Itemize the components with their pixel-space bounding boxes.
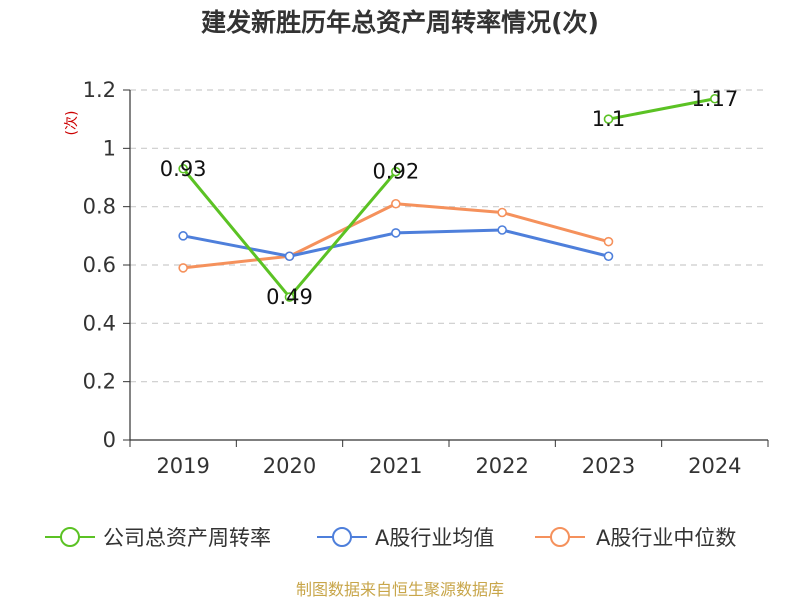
series-segment <box>181 234 291 258</box>
y-tick-label: 0.6 <box>83 253 116 277</box>
y-tick-label: 0.2 <box>83 370 116 394</box>
x-tick-label: 2024 <box>688 454 741 478</box>
series-segment <box>394 228 504 235</box>
series-segment <box>607 97 717 121</box>
legend-label[interactable]: A股行业均值 <box>375 526 494 550</box>
data-point <box>391 198 401 209</box>
data-point <box>284 292 295 302</box>
data-label: 0.92 <box>372 160 419 184</box>
y-tick-label: 1 <box>103 136 116 160</box>
series-segment <box>181 167 291 299</box>
series-lines <box>178 93 720 302</box>
data-labels: 0.93 0.49 0.92 1.1 1.17 <box>160 87 738 309</box>
series-segment <box>500 211 610 244</box>
series-segment <box>181 254 291 270</box>
x-tick-label: 2020 <box>263 454 316 478</box>
y-tick-label: 0 <box>103 428 116 452</box>
data-point <box>603 114 614 124</box>
series-segment <box>288 202 398 258</box>
data-point <box>391 228 401 238</box>
y-tick-label: 1.2 <box>83 78 116 102</box>
data-point <box>391 166 401 177</box>
data-point <box>178 263 188 273</box>
axes: 0 0.2 0.4 0.6 0.8 1 1.2 2019 2020 2021 2022 2023 202… <box>83 78 769 478</box>
legend[interactable]: 公司总资产周转率 A股行业均值 A股行业中位数 <box>45 526 736 550</box>
y-axis-label: (次) <box>64 111 80 136</box>
legend-swatch-marker[interactable] <box>550 527 570 547</box>
x-tick-label: 2022 <box>475 454 528 478</box>
y-tick-label: 0.4 <box>83 311 116 335</box>
legend-swatch-marker[interactable] <box>60 527 80 547</box>
x-tick-label: 2023 <box>582 454 635 478</box>
source-note: 制图数据来自恒生聚源数据库 <box>296 580 504 599</box>
data-point <box>497 225 507 235</box>
data-point <box>710 93 720 104</box>
series-segment <box>500 228 610 258</box>
chart-title: 建发新胜历年总资产周转率情况(次) <box>201 8 599 37</box>
legend-label[interactable]: 公司总资产周转率 <box>103 526 271 550</box>
data-point <box>603 251 614 262</box>
x-tick-label: 2021 <box>369 454 422 478</box>
grid-lines <box>130 89 768 383</box>
data-point <box>603 236 614 247</box>
data-label: 0.49 <box>266 285 313 309</box>
data-point <box>178 231 188 241</box>
data-point <box>284 251 295 262</box>
data-point <box>178 163 188 174</box>
data-point <box>497 207 507 218</box>
legend-swatch-marker[interactable] <box>332 527 352 547</box>
data-label: 0.93 <box>160 157 207 181</box>
legend-label[interactable]: A股行业中位数 <box>596 526 736 550</box>
data-label: 1.17 <box>691 87 738 111</box>
series-segment <box>288 170 398 299</box>
data-label: 1.1 <box>592 107 625 131</box>
y-tick-label: 0.8 <box>83 195 116 219</box>
series-segment <box>288 231 398 258</box>
x-tick-label: 2019 <box>156 454 209 478</box>
series-segment <box>394 202 504 214</box>
